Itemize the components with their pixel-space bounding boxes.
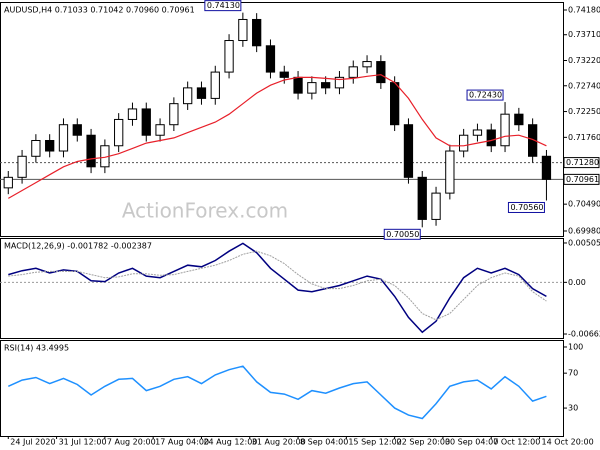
candle-body [183, 87, 193, 105]
candle-body [252, 18, 262, 47]
annotation-box [204, 0, 242, 12]
x-tick-label: 15 Sep 12:00 [348, 438, 401, 447]
annotation-box [466, 89, 504, 101]
candle-body [72, 124, 82, 136]
candle-body [238, 18, 248, 42]
candle-body [459, 134, 469, 152]
candle-body [403, 124, 414, 178]
candle-body [514, 113, 524, 126]
y-tick-label: 0.74180 [568, 5, 600, 14]
candle-body [114, 118, 124, 147]
candle-body [307, 82, 317, 94]
candle-body [348, 66, 358, 78]
y-tick-label: 70 [568, 369, 578, 378]
level-box [563, 173, 600, 185]
annotation-label: 0.70050 [386, 230, 419, 239]
x-tick-label: 7 Aug 20:00 [107, 438, 156, 447]
candle-body [45, 139, 55, 152]
rsi-panel [0, 340, 564, 437]
y-tick-label: -0.006629 [568, 330, 600, 339]
candle-body [472, 129, 483, 136]
indicator-line [8, 250, 547, 321]
x-tick-label: 14 Oct 20:00 [542, 438, 594, 447]
candle-body [155, 124, 165, 136]
x-tick-label: 8 Sep 04:00 [300, 438, 348, 447]
candle-body [58, 124, 69, 152]
x-tick-label: 31 Jul 12:00 [59, 438, 107, 447]
annotation-box [507, 201, 545, 213]
x-tick-label: 7 Oct 12:00 [493, 438, 540, 447]
y-tick-label: 0.72250 [568, 107, 600, 116]
candle-body [169, 103, 179, 126]
candle-body [445, 150, 455, 194]
level-label: 0.71280 [566, 158, 599, 167]
panel-title: RSI(14) 43.4995 [4, 344, 69, 353]
candle-body [417, 176, 427, 220]
indicator-line [8, 242, 547, 334]
x-tick-label: 30 Sep 04:00 [445, 438, 498, 447]
x-tick-label: 17 Aug 04:00 [155, 438, 209, 447]
x-tick-label: 22 Sep 20:00 [397, 438, 450, 447]
y-tick-label: 0.72740 [568, 81, 600, 90]
x-tick-label: 24 Aug 12:00 [203, 438, 257, 447]
y-tick-label: 30 [568, 404, 578, 413]
annotation-label: 0.70560 [510, 203, 543, 212]
y-tick-label: 100 [568, 342, 583, 351]
macd-panel [0, 238, 564, 339]
candle-body [376, 61, 386, 84]
candle-body [224, 40, 234, 73]
candle-body [279, 71, 289, 78]
candle-body [500, 113, 510, 147]
annotation-label: 0.72430 [469, 91, 502, 100]
candle-body [362, 61, 372, 68]
candle-body [528, 124, 538, 157]
y-tick-label: 0.69980 [568, 227, 600, 236]
y-tick-label: 0.005052 [568, 238, 600, 247]
candle-body [127, 108, 138, 120]
panel-title: AUDUSD,H4 0.71033 0.71042 0.70960 0.7096… [4, 6, 195, 15]
level-label: 0.70961 [566, 175, 599, 184]
x-tick-label: 24 Jul 2020 [10, 438, 55, 447]
candle-body [196, 87, 207, 99]
price-panel [0, 2, 564, 237]
candle-body [334, 76, 345, 89]
candle-body [210, 71, 220, 99]
annotation-box [383, 228, 421, 240]
moving-average [8, 74, 547, 199]
watermark: ActionForex.com [122, 199, 288, 223]
candle-body [390, 82, 400, 126]
candle-body [541, 155, 552, 180]
indicator-line [7, 365, 547, 420]
x-tick-label: 31 Aug 20:00 [252, 438, 306, 447]
candle-body [86, 134, 96, 168]
y-tick-label: 0.73220 [568, 56, 600, 65]
y-tick-label: 0.00 [568, 278, 586, 287]
candle-body [141, 108, 151, 136]
candle-body [486, 129, 496, 147]
candle-body [31, 139, 41, 157]
candle-body [265, 45, 276, 73]
candle-body [17, 155, 27, 178]
y-tick-label: 0.71760 [568, 133, 600, 142]
candle-body [431, 192, 441, 220]
y-tick-label: 0.70490 [568, 200, 600, 209]
panel-title: MACD(12,26,9) -0.001782 -0.002387 [4, 242, 152, 251]
level-box [563, 157, 600, 169]
candle-body [321, 82, 331, 89]
candle-body [293, 76, 303, 94]
annotation-label: 0.74130 [207, 1, 240, 10]
candle-body [3, 176, 13, 189]
y-tick-label: 0.73710 [568, 30, 600, 39]
